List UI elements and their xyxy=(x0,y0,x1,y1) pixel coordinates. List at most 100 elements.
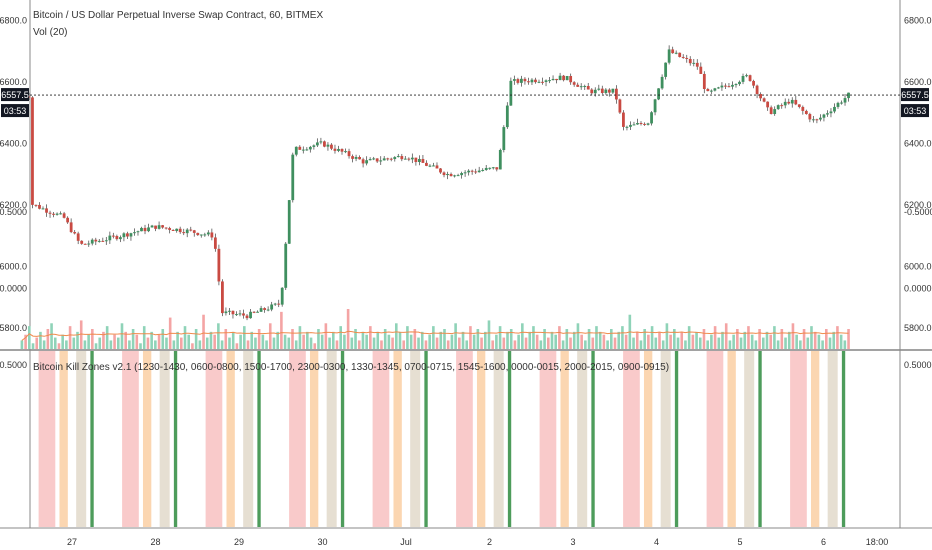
price-tick-label-right: 6800.0 xyxy=(904,16,932,26)
candle-body xyxy=(527,81,530,83)
volume-bar xyxy=(713,326,717,349)
price-tick-label-right: 6400.0 xyxy=(904,139,932,149)
volume-bar xyxy=(676,337,680,349)
kill-zone-orange xyxy=(393,351,402,527)
indicator-tick-label-left: -0.5000 xyxy=(0,207,27,217)
candle-body xyxy=(375,158,379,162)
candle-body xyxy=(470,170,474,172)
volume-bar xyxy=(420,331,424,349)
kill-zone-tan xyxy=(326,351,337,527)
candle-body xyxy=(298,146,302,150)
volume-bar xyxy=(39,331,42,349)
candle-body xyxy=(301,149,305,151)
candle-body xyxy=(692,62,696,64)
volume-bar xyxy=(306,331,309,349)
candle-body xyxy=(259,308,263,312)
volume-bar xyxy=(469,326,472,349)
candle-body xyxy=(97,240,101,242)
candle-body xyxy=(629,124,632,127)
volume-bar xyxy=(261,334,265,349)
candle-body xyxy=(238,313,242,315)
candle-body xyxy=(287,200,291,244)
candle-body xyxy=(664,62,668,77)
volume-bar xyxy=(246,340,250,349)
candle-body xyxy=(136,231,140,233)
candle-body xyxy=(122,233,126,238)
candle-body xyxy=(147,227,150,232)
volume-bar xyxy=(791,323,795,349)
candle-body xyxy=(308,146,312,150)
volume-bar xyxy=(53,337,57,349)
volume-bar xyxy=(150,331,153,349)
volume-bar xyxy=(710,334,713,349)
volume-bar xyxy=(750,334,754,349)
candle-body xyxy=(713,88,717,91)
price-tick-label-right: 6600.0 xyxy=(904,77,932,87)
candle-body xyxy=(90,239,94,244)
volume-bar xyxy=(754,340,758,349)
candle-body xyxy=(55,213,59,215)
volume-bar xyxy=(76,331,79,349)
volume-bar xyxy=(142,326,146,349)
price-tick-label-right: 6000.0 xyxy=(904,262,932,272)
volume-bar xyxy=(543,329,546,349)
candle-body xyxy=(498,150,502,170)
volume-bar xyxy=(57,343,61,349)
candle-body xyxy=(432,165,435,167)
candle-body xyxy=(456,175,460,177)
volume-bar xyxy=(179,337,183,349)
volume-bar xyxy=(376,331,380,349)
candle-body xyxy=(724,85,727,87)
volume-bar xyxy=(728,340,732,349)
candle-body xyxy=(305,149,309,151)
candle-body xyxy=(516,79,520,83)
volume-bar xyxy=(784,337,787,349)
volume-bar xyxy=(298,326,302,349)
volume-bar xyxy=(435,337,439,349)
candle-body xyxy=(453,175,456,177)
candle-body xyxy=(449,173,453,177)
candle-body xyxy=(69,222,73,233)
time-tick-label: 18:00 xyxy=(866,537,889,547)
candle-body xyxy=(643,123,646,125)
last-price-badge-left xyxy=(1,88,29,102)
candle-body xyxy=(847,92,850,99)
candle-body xyxy=(73,232,77,234)
candle-body xyxy=(748,75,752,81)
candle-body xyxy=(477,170,481,173)
candle-body xyxy=(766,101,770,108)
candle-body xyxy=(76,233,80,241)
volume-bar xyxy=(732,334,735,349)
volume-bar xyxy=(20,340,24,349)
volume-bar xyxy=(102,331,105,349)
volume-bar xyxy=(287,337,291,349)
volume-bar xyxy=(31,343,35,349)
candle-body xyxy=(157,225,161,229)
candle-body xyxy=(657,88,660,100)
volume-bar xyxy=(276,331,279,349)
volume-bar xyxy=(291,329,294,349)
candle-body xyxy=(491,167,495,169)
time-tick-label: 29 xyxy=(234,537,244,547)
candle-body xyxy=(579,86,583,88)
candle-body xyxy=(727,86,731,88)
volume-bar xyxy=(587,329,591,349)
kill-zone-red xyxy=(790,351,807,527)
candle-body xyxy=(224,311,228,314)
kill-zone-orange xyxy=(142,351,152,527)
volume-bar xyxy=(424,340,428,349)
volume-bar xyxy=(191,343,194,349)
volume-bar xyxy=(154,340,157,349)
volume-bar xyxy=(398,331,402,349)
volume-bar xyxy=(658,331,661,349)
candle-body xyxy=(48,212,52,214)
candle-body xyxy=(87,243,91,245)
volume-bar xyxy=(528,331,532,349)
candle-body xyxy=(425,162,428,166)
volume-bar xyxy=(698,337,702,349)
volume-bar xyxy=(224,329,228,349)
candle-body xyxy=(625,126,629,128)
kill-zone-green xyxy=(591,351,595,527)
candle-body xyxy=(822,114,826,118)
candle-body xyxy=(330,144,333,149)
